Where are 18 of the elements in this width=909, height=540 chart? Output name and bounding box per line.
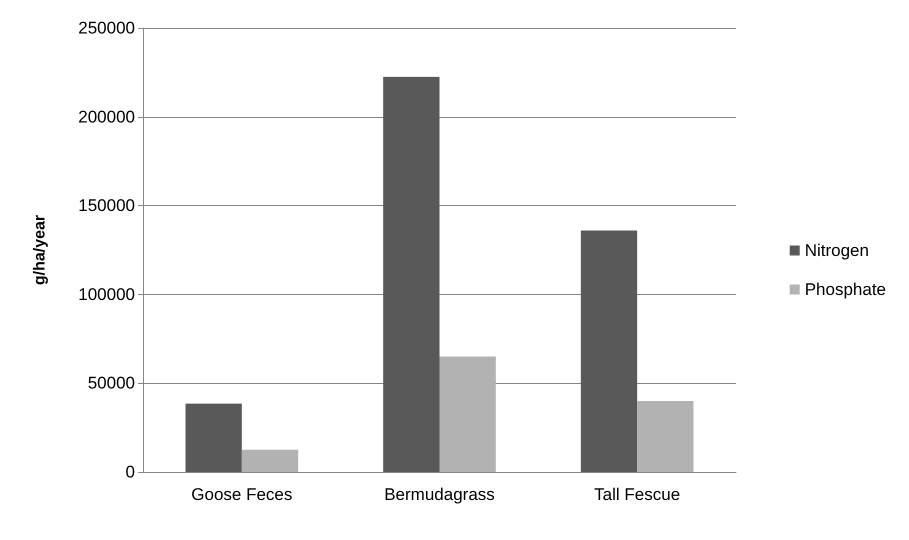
y-tick-label: 150000 [78, 196, 135, 216]
x-tick-label: Goose Feces [191, 485, 292, 504]
legend-label: Nitrogen [804, 241, 869, 260]
y-tick-label: 0 [126, 462, 135, 482]
y-tick-label: 250000 [78, 18, 135, 38]
x-tick-label: Bermudagrass [384, 485, 495, 504]
bar [186, 404, 242, 472]
y-tick-label: 100000 [78, 284, 135, 304]
legend-label: Phosphate [804, 280, 886, 299]
bar [242, 450, 298, 472]
y-tick-label: 200000 [78, 107, 135, 126]
x-tick-label: Tall Fescue [594, 485, 680, 504]
y-tick-label: 50000 [88, 374, 135, 393]
bar [637, 400, 694, 472]
bar [580, 230, 638, 472]
bar [383, 76, 440, 472]
bar [440, 356, 496, 472]
y-axis-title: g/ha/year [32, 214, 48, 286]
